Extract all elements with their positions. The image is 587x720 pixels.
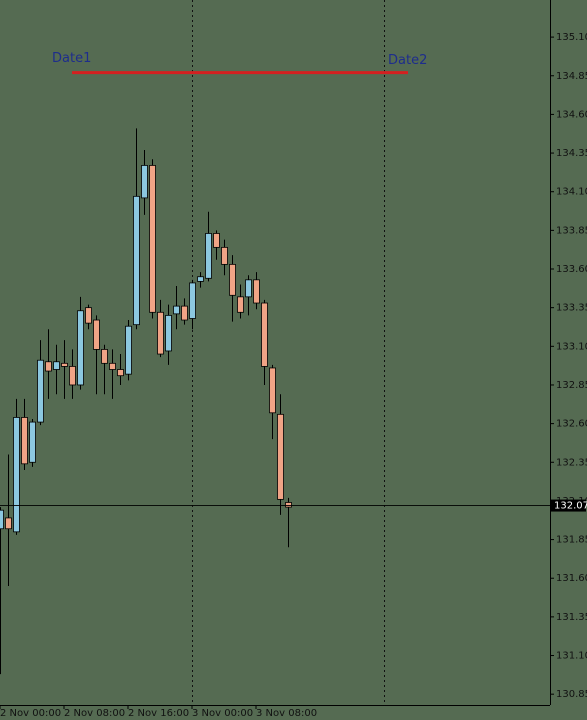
candle-body [245,279,252,298]
candle-body [0,509,4,530]
y-tick-label: 132.60 [556,419,587,430]
candle-body [165,314,172,352]
candle-body [237,296,244,313]
y-tick-label: 134.10 [556,187,587,198]
annotation: Date2 [388,53,427,68]
annotation: Date1 [52,51,91,66]
candle-body [69,366,76,386]
y-tick-label: 133.35 [556,303,587,314]
y-tick-label: 131.85 [556,535,587,546]
candle-body [141,165,148,199]
candle-body [221,246,228,265]
candle-body [93,319,100,350]
y-tick-label: 133.85 [556,225,587,236]
candle-body [269,367,276,414]
candle-body [45,361,52,372]
x-tick-label: 3 Nov 00:00 [192,708,253,719]
x-tick-label: 3 Nov 08:00 [256,708,317,719]
candle-body [205,233,212,279]
current-price-box [551,499,586,512]
candle-body [133,195,140,326]
candle-body [253,279,260,304]
candle-body [189,282,196,319]
candle-body [285,502,292,508]
candle-body [101,349,108,364]
y-tick-label: 134.85 [556,71,587,82]
candle-body [261,302,268,367]
candle-body [213,233,220,248]
y-tick-label: 133.60 [556,264,587,275]
y-tick-label: 132.35 [556,457,587,468]
candle-body [5,517,12,530]
y-tick-label: 133.10 [556,341,587,352]
y-tick-label: 131.35 [556,612,587,623]
x-tick-label: 2 Nov 00:00 [0,708,61,719]
candle-body [181,305,188,321]
candle-body [77,310,84,386]
y-tick-label: 131.60 [556,573,587,584]
candle-body [13,417,20,533]
candle-body [125,325,132,375]
candle-body [21,417,28,465]
candle-body [109,362,116,370]
current-price-label: 132.07 [554,501,587,512]
candle-body [157,311,164,355]
y-tick-label: 132.85 [556,380,587,391]
y-tick-label: 135.10 [556,32,587,43]
candle-body [29,421,36,463]
candle-body [85,307,92,324]
candle-body [53,361,60,370]
candle-body [149,165,156,313]
x-tick-label: 2 Nov 16:00 [128,708,189,719]
y-tick-label: 131.10 [556,651,587,662]
candle-body [229,263,236,296]
candle-body [37,359,44,423]
x-tick-label: 2 Nov 08:00 [64,708,125,719]
candle-body [117,369,124,377]
candle-body [61,362,68,367]
y-tick-label: 134.60 [556,109,587,120]
candle-body [173,305,180,315]
candle-body [197,276,204,282]
y-tick-label: 130.85 [556,689,587,700]
candle-body [277,413,284,500]
y-tick-label: 134.35 [556,148,587,159]
